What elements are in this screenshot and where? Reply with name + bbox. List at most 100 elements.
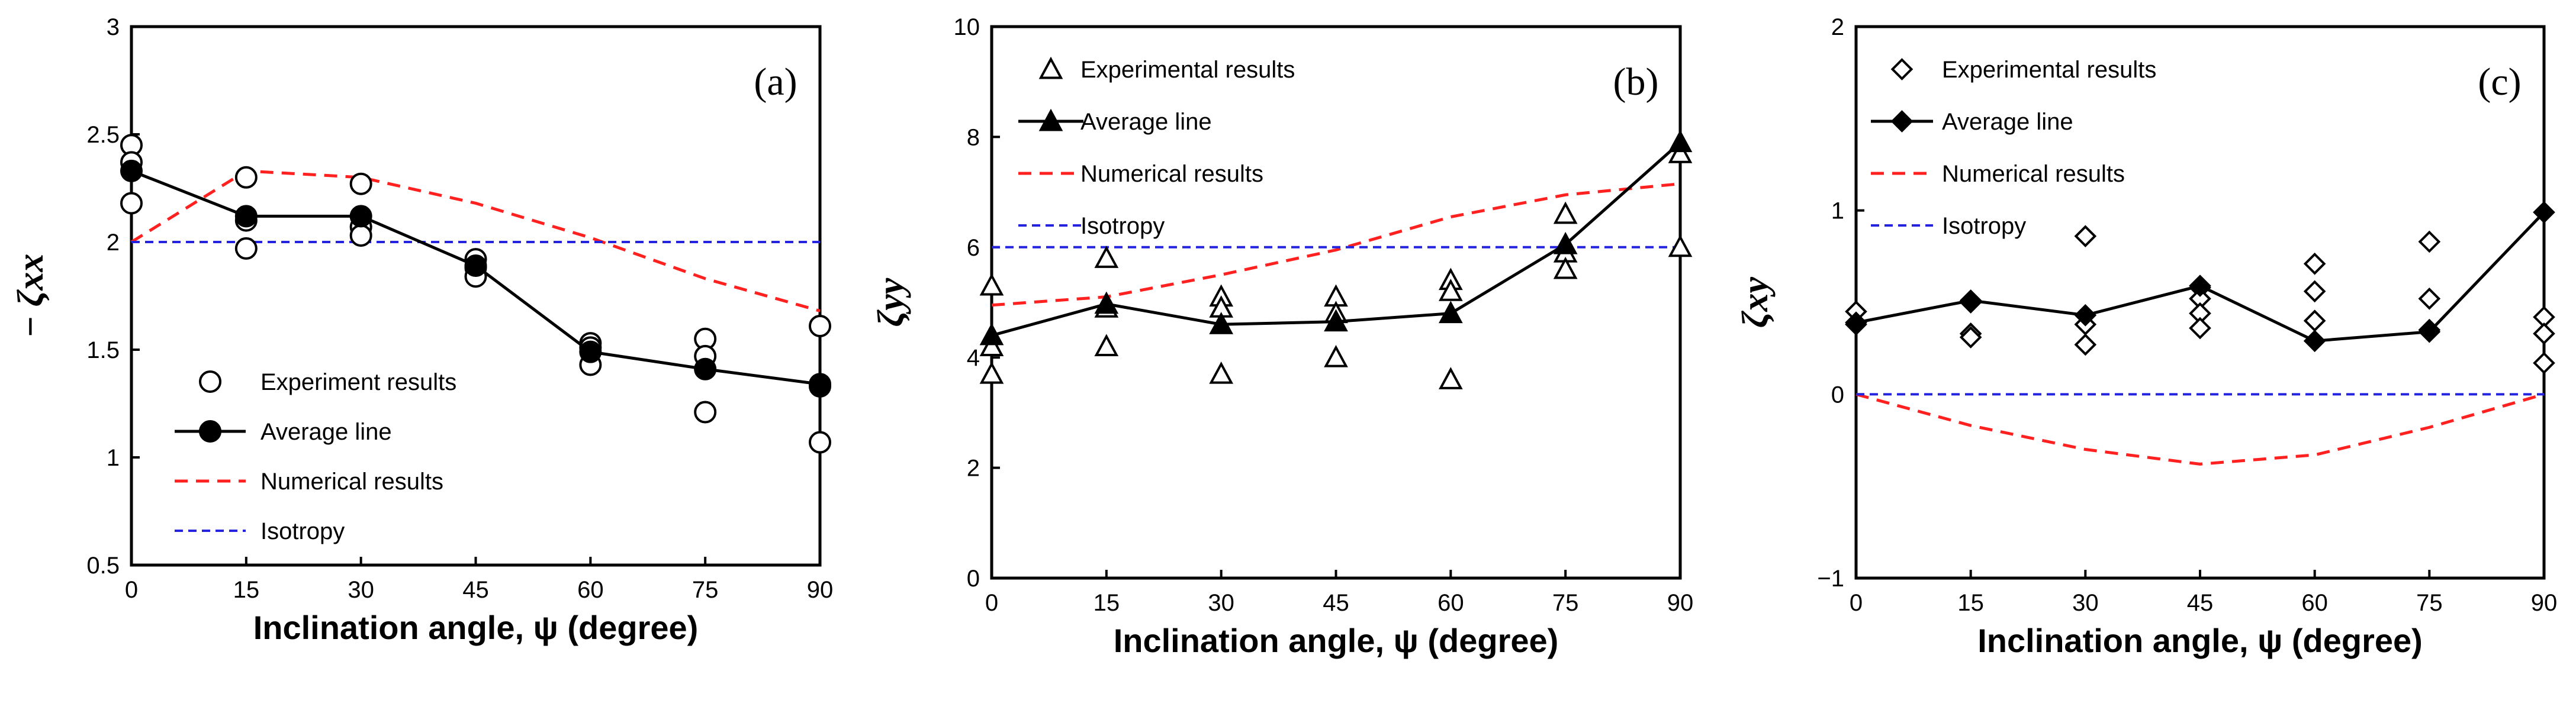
legend-label: Average line [261, 419, 392, 445]
y-tick-label: 1.5 [86, 337, 120, 363]
y-tick-label: 0 [1831, 382, 1844, 408]
experiment-point [1668, 141, 1693, 163]
x-tick-label: 75 [1552, 590, 1579, 616]
y-tick-label: 8 [967, 124, 980, 150]
x-tick-label: 60 [1437, 590, 1464, 616]
experiment-point [349, 224, 372, 247]
legend-label: Isotropy [1080, 213, 1165, 239]
experiment-point [2533, 351, 2555, 375]
y-tick-label: 10 [954, 14, 980, 40]
average-point [579, 340, 602, 363]
average-point [2418, 320, 2441, 343]
experiment-point [2303, 309, 2326, 332]
experiment-point [1959, 326, 1982, 349]
experiment-point [694, 401, 717, 424]
y-tick-label: 1 [107, 445, 120, 471]
average-point [2074, 304, 2097, 327]
experiment-point [2303, 280, 2326, 303]
average-point [809, 373, 831, 396]
average-point [349, 205, 372, 228]
experiment-point [1553, 256, 1578, 279]
legend-label: Average line [1942, 109, 2073, 135]
experiment-point [1553, 201, 1578, 224]
y-tick-label: 6 [967, 235, 980, 261]
y-axis-title: ζxy [1735, 277, 1776, 328]
experiment-point [120, 192, 143, 215]
experiment-point [234, 237, 258, 260]
experiment-point [2189, 317, 2211, 340]
average-point [979, 322, 1004, 346]
legend-label: Isotropy [261, 518, 345, 544]
x-tick-label: 45 [2187, 590, 2214, 616]
numerical-results-line [1855, 392, 2545, 466]
experiment-point [2074, 333, 2097, 356]
y-tick-label: −1 [1817, 566, 1844, 592]
legend-label: Isotropy [1942, 213, 2026, 239]
experiment-point [349, 172, 372, 195]
x-tick-label: 60 [2301, 590, 2328, 616]
experiment-point [1668, 234, 1693, 257]
experiment-point [1094, 334, 1119, 357]
y-axis-title: ζyy [871, 278, 911, 327]
panel-tag: (c) [2478, 60, 2521, 104]
y-tick-label: 0 [967, 566, 980, 592]
average-point [1438, 301, 1463, 324]
y-tick-label: 2 [967, 456, 980, 482]
legend-marker [1890, 58, 1913, 80]
legend-marker [1038, 108, 1063, 131]
x-tick-label: 45 [462, 577, 489, 603]
y-tick-label: 2.5 [86, 122, 120, 148]
experiment-point [979, 273, 1004, 296]
legend: Experimental results Average line Numerica… [1018, 56, 1295, 239]
x-axis-title: Inclination angle, ψ (degree) [1977, 622, 2423, 659]
average-point [1324, 309, 1348, 332]
x-tick-label: 45 [1323, 590, 1349, 616]
x-tick-label: 0 [985, 590, 998, 616]
legend-marker [1038, 56, 1063, 79]
experiment-point [809, 314, 831, 337]
x-tick-label: 30 [1208, 590, 1234, 616]
x-tick-label: 15 [1957, 590, 1984, 616]
x-tick-label: 90 [807, 577, 834, 603]
y-tick-label: 3 [107, 14, 120, 40]
average-point [1209, 312, 1234, 334]
average-point [1668, 130, 1693, 153]
average-point [1845, 311, 1867, 334]
x-tick-label: 30 [348, 577, 374, 603]
average-point [694, 357, 717, 380]
legend-label: Numerical results [1942, 161, 2125, 187]
average-point [1553, 231, 1578, 254]
y-tick-label: 1 [1831, 198, 1844, 224]
experiment-point [2533, 322, 2555, 345]
x-axis-title: Inclination angle, ψ (degree) [253, 609, 699, 646]
experiment-point [234, 166, 258, 189]
x-tick-label: 0 [125, 577, 138, 603]
average-point [234, 205, 258, 228]
average-point [1959, 289, 1982, 312]
x-tick-label: 60 [577, 577, 604, 603]
experiment-point [1324, 344, 1348, 367]
x-tick-label: 15 [233, 577, 260, 603]
panel-tag: (a) [754, 60, 797, 104]
legend-label: Experimental results [1942, 57, 2156, 83]
y-tick-label: 0.5 [86, 553, 120, 579]
experiment-point [1094, 246, 1119, 268]
y-tick-label: 2 [107, 230, 120, 256]
legend-label: Numerical results [1080, 161, 1263, 187]
experiment-point [2418, 230, 2441, 253]
y-tick-label: 4 [967, 345, 980, 371]
experiment-point [1209, 361, 1234, 384]
y-tick-label: 2 [1831, 14, 1844, 40]
average-point [2303, 330, 2326, 353]
x-tick-label: 30 [2072, 590, 2099, 616]
panel-b: 0 15 30 45 60 75 90 0 2 4 6 8 10 Inclination angle, ψ… [871, 14, 1693, 659]
legend: Experimental results Average line Numerica… [1871, 57, 2156, 239]
x-axis-title: Inclination angle, ψ (degree) [1114, 622, 1559, 659]
experiment-point [1438, 279, 1463, 301]
experiment-point [2418, 287, 2441, 310]
x-tick-label: 0 [1850, 590, 1863, 616]
experiment-point [979, 334, 1004, 357]
legend-label: Numerical results [261, 469, 443, 495]
average-point [1094, 291, 1119, 314]
